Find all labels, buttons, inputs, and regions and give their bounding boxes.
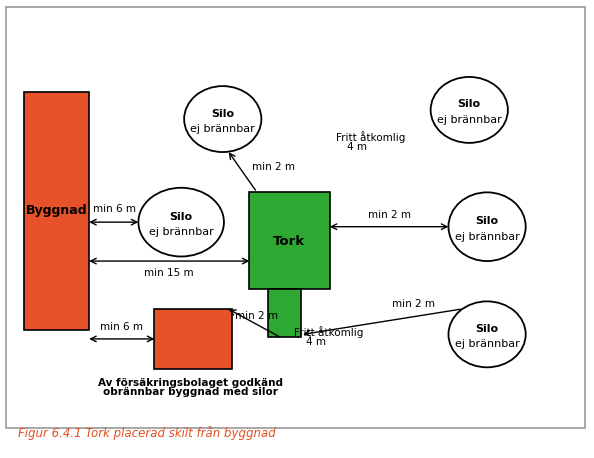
Text: min 15 m: min 15 m [144,268,194,278]
Bar [154,309,232,369]
Text: Tork: Tork [273,235,305,248]
Text: min 2 m: min 2 m [235,311,277,321]
Text: ej brännbar: ej brännbar [148,227,214,237]
Text: ej brännbar: ej brännbar [454,339,520,349]
Text: min 2 m: min 2 m [392,299,435,309]
Text: Byggnad: Byggnad [26,204,87,217]
Ellipse shape [448,301,526,367]
Ellipse shape [184,86,261,152]
Text: min 6 m: min 6 m [100,322,143,332]
Bar [24,92,89,330]
Bar [268,289,301,337]
Text: Silo: Silo [170,212,192,222]
Ellipse shape [448,192,526,261]
Text: min 6 m: min 6 m [93,204,135,214]
Text: Av försäkringsbolaget godkänd: Av försäkringsbolaget godkänd [97,378,283,388]
Text: obrännbar byggnad med silor: obrännbar byggnad med silor [103,387,277,397]
Text: ej brännbar: ej brännbar [437,115,502,125]
Text: Figur 6.4.1 Tork placerad skilt från byggnad: Figur 6.4.1 Tork placerad skilt från byg… [18,426,276,440]
Text: Silo: Silo [476,324,498,334]
Text: 4 m: 4 m [347,142,368,153]
Text: 4 m: 4 m [306,337,326,347]
Text: ej brännbar: ej brännbar [190,124,255,134]
Text: Fritt åtkomlig: Fritt åtkomlig [336,131,405,143]
Text: Silo: Silo [458,99,481,109]
Text: min 2 m: min 2 m [368,210,410,220]
Bar [249,192,330,289]
Text: Fritt åtkomlig: Fritt åtkomlig [294,326,364,338]
Text: Silo: Silo [211,109,234,119]
Ellipse shape [138,188,224,256]
Text: ej brännbar: ej brännbar [454,232,520,242]
Text: Silo: Silo [476,216,498,226]
Ellipse shape [431,77,508,143]
Text: min 2 m: min 2 m [252,162,295,172]
